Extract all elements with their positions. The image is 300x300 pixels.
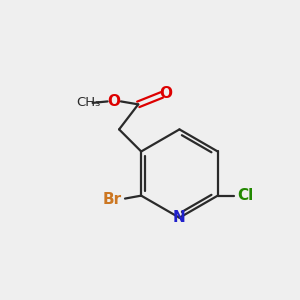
Text: O: O bbox=[108, 94, 121, 109]
Text: CH₃: CH₃ bbox=[76, 96, 101, 110]
Text: Br: Br bbox=[103, 192, 122, 207]
Text: O: O bbox=[160, 86, 173, 101]
Text: N: N bbox=[173, 210, 186, 225]
Text: Cl: Cl bbox=[238, 188, 254, 203]
